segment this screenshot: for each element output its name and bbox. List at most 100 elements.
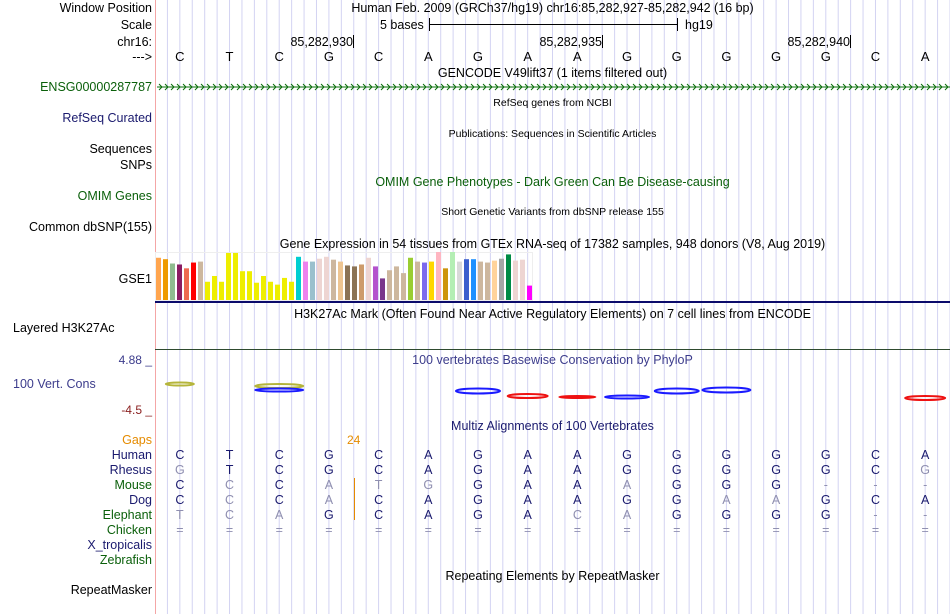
aligned-base: = — [772, 523, 780, 537]
aligned-base: G — [671, 493, 682, 507]
strand-arrow — [524, 83, 529, 91]
aligned-base: - — [873, 478, 878, 492]
omim-track-label[interactable]: OMIM Genes — [77, 189, 152, 203]
aligned-base: = — [474, 523, 482, 537]
label-divider — [155, 0, 156, 614]
species-label[interactable]: Chicken — [106, 523, 152, 537]
gene-arrow-line[interactable] — [157, 81, 950, 93]
aligned-base: G — [721, 448, 732, 462]
aligned-base: = — [822, 523, 830, 537]
aligned-base: A — [324, 478, 334, 492]
aligned-base: G — [671, 508, 682, 522]
strand-arrow — [668, 83, 673, 91]
strand-arrow — [416, 83, 421, 91]
strand-arrow — [182, 83, 187, 91]
omim-track-title: OMIM Gene Phenotypes - Dark Green Can Be… — [375, 175, 730, 189]
strand-arrow — [848, 83, 853, 91]
gtex-bar — [240, 271, 245, 300]
rmsk-track-label[interactable]: RepeatMasker — [70, 583, 152, 597]
aligned-base: = — [573, 523, 581, 537]
gtex-bar — [226, 252, 231, 300]
strand-arrow — [644, 83, 649, 91]
aligned-base: C — [374, 463, 384, 477]
strand-arrow — [344, 83, 349, 91]
gtex-bar — [457, 261, 462, 300]
cons-track-label[interactable]: 100 Vert. Cons — [13, 377, 96, 391]
h3k27ac-track-label[interactable]: Layered H3K27Ac — [13, 321, 115, 335]
base-letter: C — [175, 49, 185, 64]
dbsnp-track-label[interactable]: Common dbSNP(155) — [29, 220, 152, 234]
species-label[interactable]: X_tropicalis — [87, 538, 152, 552]
aligned-base: = — [275, 523, 283, 537]
strand-arrow — [398, 83, 403, 91]
pubs-track-label-2[interactable]: SNPs — [120, 158, 152, 172]
strand-arrow — [752, 83, 757, 91]
aligned-base: A — [523, 508, 532, 522]
aligned-base: = — [176, 523, 184, 537]
species-label[interactable]: Mouse — [114, 478, 152, 492]
strand-arrow — [590, 83, 595, 91]
gtex-bar — [170, 263, 175, 300]
aligned-base: C — [374, 508, 384, 522]
gtex-bar — [191, 262, 196, 300]
aligned-base: C — [870, 463, 880, 477]
strand-arrow — [428, 83, 433, 91]
strand-arrow — [938, 83, 943, 91]
strand-arrow — [560, 83, 565, 91]
aligned-base: A — [523, 478, 532, 492]
aligned-base: G — [622, 493, 632, 507]
base-letter: A — [573, 49, 582, 64]
aligned-base: G — [473, 493, 483, 507]
aligned-base: A — [722, 493, 731, 507]
position-tick — [353, 35, 354, 48]
gtex-track-label[interactable]: GSE1 — [118, 272, 152, 286]
strand-arrow — [794, 83, 799, 91]
strand-arrow — [782, 83, 787, 91]
strand-arrow — [530, 83, 535, 91]
aligned-base: = — [871, 523, 880, 537]
aligned-base: G — [820, 448, 831, 462]
species-label[interactable]: Human — [111, 448, 152, 462]
strand-arrow — [164, 83, 169, 91]
gtex-bar — [373, 266, 378, 300]
strand-arrow — [320, 83, 325, 91]
multiz-track-title: Multiz Alignments of 100 Vertebrates — [451, 419, 654, 433]
gtex-bar-chart[interactable] — [155, 252, 950, 304]
strand-arrow — [728, 83, 733, 91]
pubs-track-label-1[interactable]: Sequences — [89, 142, 152, 156]
strand-arrow — [926, 83, 931, 91]
aligned-base: = — [325, 523, 333, 537]
aligned-base: C — [175, 493, 185, 507]
gtex-bar — [408, 257, 413, 300]
base-letter: A — [523, 49, 532, 64]
refseq-track-label[interactable]: RefSeq Curated — [62, 111, 152, 125]
strand-arrow — [908, 83, 913, 91]
aligned-base: A — [424, 463, 433, 477]
species-label[interactable]: Dog — [129, 493, 152, 507]
strand-arrow — [242, 83, 247, 91]
strand-arrow — [704, 83, 709, 91]
gencode-track-label[interactable]: ENSG00000287787 — [40, 80, 152, 94]
base-letter: G — [820, 49, 831, 64]
aligned-base: = — [921, 523, 929, 537]
strand-arrow — [842, 83, 847, 91]
species-label[interactable]: Rhesus — [109, 463, 152, 477]
strand-arrow — [902, 83, 907, 91]
base-letter: G — [472, 49, 484, 64]
cons-logo — [164, 381, 947, 401]
refseq-track-title: RefSeq genes from NCBI — [493, 97, 612, 109]
strand-arrow — [278, 83, 283, 91]
aligned-base: G — [622, 463, 632, 477]
aligned-base: C — [175, 478, 185, 492]
aligned-base: C — [572, 508, 582, 522]
gtex-bar — [485, 262, 490, 300]
gtex-bar — [296, 256, 301, 300]
strand-arrow — [812, 83, 817, 91]
strand-arrow — [860, 83, 865, 91]
species-label[interactable]: Zebrafish — [99, 553, 152, 567]
strand-arrow — [422, 83, 427, 91]
strand-arrow — [548, 83, 553, 91]
strand-arrow — [380, 83, 385, 91]
species-label[interactable]: Elephant — [102, 508, 152, 522]
strand-arrow — [452, 83, 457, 91]
